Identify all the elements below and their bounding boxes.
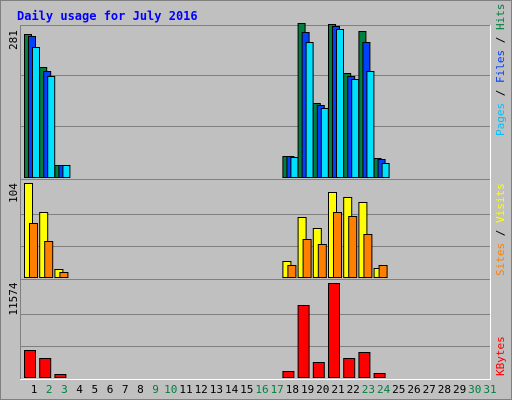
hits-bar-pages-day-23: [366, 71, 375, 178]
x-tick-label-27: 27: [423, 383, 436, 396]
x-tick-label-8: 8: [137, 383, 144, 396]
visits-bar-sites-day-22: [348, 216, 358, 278]
kbytes-bar-kbytes-day-22: [343, 358, 356, 378]
x-tick-label-30: 30: [468, 383, 481, 396]
x-tick-label-25: 25: [392, 383, 405, 396]
gridlines: [21, 75, 490, 347]
visits-bar-sites-day-2: [44, 241, 54, 278]
x-tick-label-6: 6: [107, 383, 114, 396]
kbytes-bar-kbytes-day-2: [39, 358, 52, 378]
x-tick-label-19: 19: [301, 383, 314, 396]
visits-bar-sites-day-23: [363, 234, 373, 278]
x-tick-label-14: 14: [225, 383, 239, 396]
x-tick-label-23: 23: [362, 383, 375, 396]
kbytes-bar-kbytes-day-18: [282, 371, 295, 378]
kbytes-bar-kbytes-day-24: [373, 373, 386, 378]
panel-kbytes-frame: [20, 279, 491, 380]
x-tick-label-15: 15: [240, 383, 253, 396]
x-tick-label-10: 10: [164, 383, 177, 396]
kbytes-bar-kbytes-day-1: [24, 350, 36, 378]
x-tick-label-31: 31: [483, 383, 496, 396]
kbytes-bar-kbytes-day-20: [312, 362, 325, 378]
x-axis-day-labels: 1 2 3 4 5 6 7 8 9 10 11 12 13 14 15 16 17 18 19 20 21 22 23 24 2…: [31, 383, 497, 396]
panel-visits-frame: [20, 179, 491, 280]
hits-bar-pages-day-19: [305, 42, 314, 178]
hits-bar-pages-day-3: [62, 165, 71, 178]
hits-bar-pages-day-20: [320, 108, 329, 178]
x-tick-label-1: 1: [31, 383, 38, 396]
x-tick-label-3: 3: [61, 383, 68, 396]
legend-sites: Sites: [494, 243, 507, 276]
kbytes-bar-kbytes-day-3: [54, 374, 67, 378]
x-tick-label-13: 13: [210, 383, 223, 396]
kbytes-y-max-label: 11574: [7, 282, 20, 315]
visits-bar-sites-day-24: [378, 265, 388, 278]
legend-kbytes: KBytes: [494, 336, 507, 376]
kbytes-bar-kbytes-day-21: [328, 283, 340, 378]
legend-hits: Hits: [494, 4, 507, 31]
hits-bar-pages-day-22: [351, 79, 360, 178]
visits-bar-sites-day-20: [317, 244, 327, 278]
legend-visits: Visits: [494, 183, 507, 223]
x-tick-label-22: 22: [347, 383, 360, 396]
hits-bar-pages-day-1: [32, 47, 40, 178]
x-tick-label-5: 5: [91, 383, 98, 396]
visits-bar-sites-day-21: [333, 212, 342, 278]
legend-visits-panel: Sites / Visits: [494, 183, 507, 276]
x-tick-label-21: 21: [331, 383, 344, 396]
hits-bar-pages-day-24: [381, 163, 390, 178]
hits-bar-pages-day-18: [290, 157, 299, 178]
chart-title: Daily usage for July 2016: [17, 9, 198, 23]
x-tick-label-2: 2: [46, 383, 53, 396]
legend-files: Files: [494, 50, 507, 83]
x-tick-label-24: 24: [377, 383, 391, 396]
x-tick-label-20: 20: [316, 383, 329, 396]
x-tick-label-7: 7: [122, 383, 129, 396]
x-tick-label-16: 16: [255, 383, 268, 396]
bars: [24, 23, 390, 378]
x-tick-label-4: 4: [76, 383, 83, 396]
kbytes-bar-kbytes-day-19: [297, 305, 310, 378]
x-tick-label-17: 17: [271, 383, 284, 396]
visits-y-max-label: 104: [7, 183, 20, 203]
visits-bar-sites-day-3: [59, 272, 69, 278]
x-tick-label-11: 11: [179, 383, 192, 396]
x-tick-label-26: 26: [407, 383, 420, 396]
x-tick-label-18: 18: [286, 383, 299, 396]
x-tick-label-28: 28: [438, 383, 451, 396]
visits-bar-sites-day-19: [302, 239, 312, 278]
panel-hits-frame: [20, 25, 491, 180]
hits-bar-pages-day-21: [336, 29, 344, 178]
x-tick-label-9: 9: [152, 383, 159, 396]
hits-bar-pages-day-2: [47, 76, 56, 178]
legend-hits-panel: Pages / Files / Hits: [494, 4, 507, 137]
hits-y-max-label: 281: [7, 30, 20, 50]
visits-bar-sites-day-1: [29, 223, 38, 278]
x-tick-label-29: 29: [453, 383, 466, 396]
visits-bar-sites-day-18: [287, 265, 297, 278]
kbytes-bar-kbytes-day-23: [358, 352, 371, 378]
x-tick-label-12: 12: [195, 383, 208, 396]
legend-pages: Pages: [494, 103, 507, 136]
